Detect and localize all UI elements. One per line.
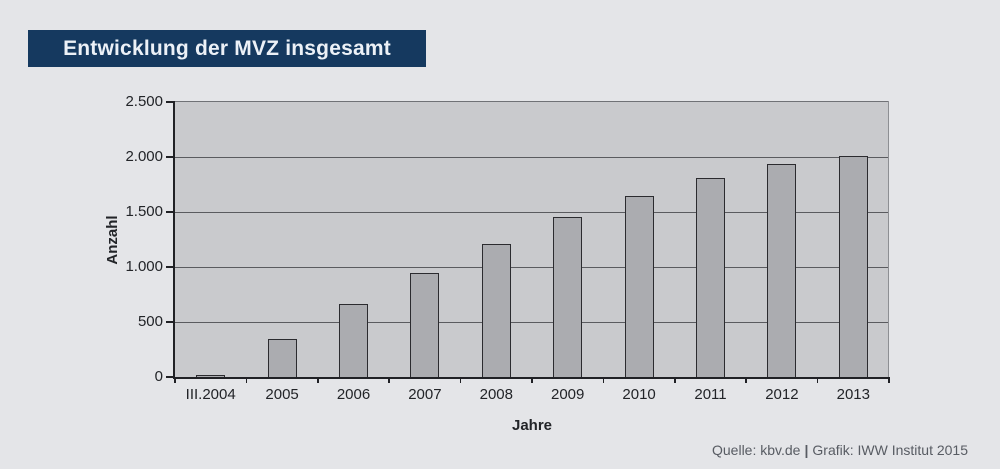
x-tick-mark bbox=[888, 377, 890, 383]
y-tick-mark bbox=[166, 101, 174, 103]
credit-text: Grafik: IWW Institut 2015 bbox=[812, 442, 968, 458]
x-tick-mark bbox=[174, 377, 176, 383]
x-tick-mark bbox=[531, 377, 533, 383]
y-tick-mark bbox=[166, 376, 174, 378]
y-tick-label: 1.500 bbox=[125, 203, 163, 220]
bar-2011 bbox=[696, 177, 725, 377]
y-tick-label: 500 bbox=[137, 313, 163, 330]
x-tick-label-2011: 2011 bbox=[694, 386, 727, 403]
x-axis-title: Jahre bbox=[511, 417, 553, 434]
bar-2007 bbox=[410, 272, 440, 377]
x-tick-mark bbox=[317, 377, 319, 383]
gridline-1000 bbox=[175, 267, 888, 268]
bar-2006 bbox=[339, 303, 368, 377]
x-tick-label-2013: 2013 bbox=[836, 386, 870, 403]
bar-2005 bbox=[267, 338, 297, 377]
x-tick-label-III.2004: III.2004 bbox=[185, 386, 236, 403]
x-tick-label-2006: 2006 bbox=[336, 386, 371, 403]
y-tick-mark bbox=[166, 321, 174, 323]
x-tick-label-2008: 2008 bbox=[479, 386, 513, 403]
y-tick-label: 2.000 bbox=[125, 148, 163, 165]
x-tick-label-2012: 2012 bbox=[765, 386, 799, 403]
plot-frame-right bbox=[888, 101, 889, 377]
x-tick-label-2009: 2009 bbox=[551, 386, 585, 403]
x-tick-label-2007: 2007 bbox=[408, 386, 442, 403]
source-credit: Quelle: kbv.de | Grafik: IWW Institut 2015 bbox=[712, 442, 968, 458]
x-tick-mark bbox=[745, 377, 747, 383]
plot-area bbox=[175, 102, 888, 377]
gridline-2000 bbox=[175, 157, 888, 158]
x-tick-mark bbox=[816, 377, 819, 383]
x-tick-mark bbox=[388, 377, 390, 383]
chart-title-banner: Entwicklung der MVZ insgesamt bbox=[28, 30, 426, 67]
bar-2010 bbox=[624, 195, 654, 377]
x-tick-label-2010: 2010 bbox=[622, 386, 656, 403]
x-tick-mark bbox=[459, 377, 462, 383]
chart-title-text: Entwicklung der MVZ insgesamt bbox=[63, 37, 391, 60]
gridline-500 bbox=[175, 322, 888, 323]
x-tick-mark bbox=[245, 377, 248, 383]
x-axis-line bbox=[173, 377, 889, 379]
footer-separator: | bbox=[804, 442, 809, 458]
bar-2008 bbox=[481, 243, 511, 377]
y-tick-mark bbox=[166, 156, 174, 158]
x-tick-mark bbox=[602, 377, 605, 383]
plot-frame-top bbox=[175, 101, 889, 102]
gridline-1500 bbox=[175, 212, 888, 213]
x-tick-mark bbox=[674, 377, 676, 383]
y-tick-mark bbox=[166, 266, 174, 268]
y-tick-label: 2.500 bbox=[125, 93, 163, 110]
x-tick-label-2005: 2005 bbox=[265, 386, 299, 403]
source-text: Quelle: kbv.de bbox=[712, 442, 801, 458]
y-tick-label: 1.000 bbox=[125, 258, 163, 275]
bar-2009 bbox=[553, 216, 583, 377]
bar-2013 bbox=[838, 156, 868, 377]
y-tick-mark bbox=[166, 211, 174, 213]
y-tick-label: 0 bbox=[154, 368, 163, 385]
bar-III.2004 bbox=[196, 374, 226, 377]
y-axis-line bbox=[173, 101, 175, 379]
bar-2012 bbox=[767, 164, 797, 377]
